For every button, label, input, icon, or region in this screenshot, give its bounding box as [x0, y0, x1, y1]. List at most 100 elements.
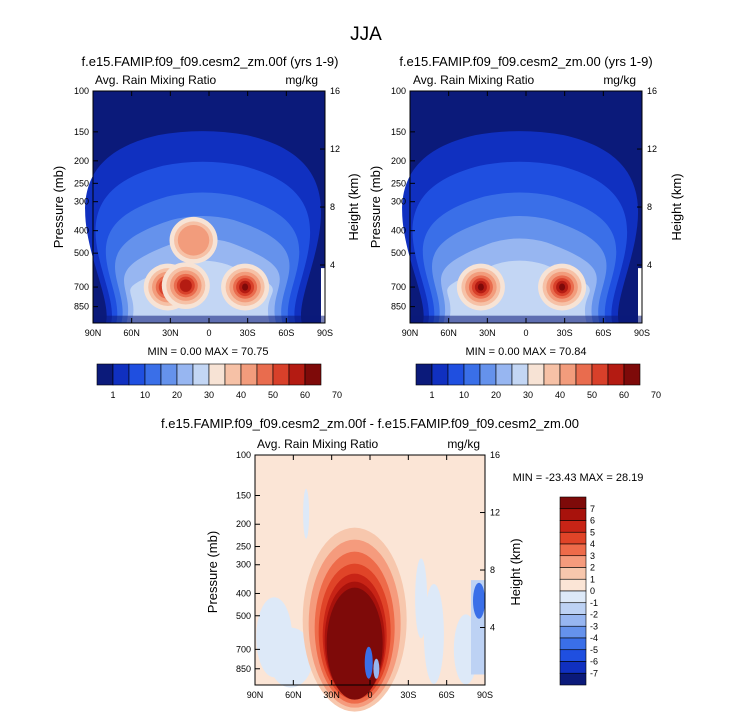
panel-3-plot: 90N 60N 30N 0 30S 60S 90S 100 150 200 250 300 400 500…: [236, 450, 500, 712]
panel-1-ylabel: Pressure (mb): [51, 166, 66, 248]
x-tick-label: 30N: [162, 328, 179, 338]
panel-2-colorbar: 1 10 20 30 40 50 60 70: [415, 363, 661, 400]
x-tick-label: 0: [367, 690, 372, 700]
x-tick-label: 60N: [285, 690, 302, 700]
x-tick-label: 30S: [557, 328, 573, 338]
colorbar-swatch: [288, 363, 306, 386]
colorbar-swatch: [272, 363, 290, 386]
colorbar-label: -7: [590, 668, 598, 678]
colorbar-label: 0: [590, 586, 595, 596]
colorbar-swatch: [240, 363, 258, 386]
y-tick-label: 200: [391, 156, 406, 166]
colorbar-swatch: [559, 649, 587, 662]
y-tick-label: 850: [391, 302, 406, 312]
y-tick-label: 150: [391, 127, 406, 137]
x-tick-label: 60N: [123, 328, 140, 338]
colorbar-swatch: [543, 363, 561, 386]
y-tick-label: 150: [74, 127, 89, 137]
colorbar-swatch: [112, 363, 130, 386]
x-tick-label: 30N: [323, 690, 340, 700]
y-right-tick-label: 4: [490, 623, 495, 633]
colorbar-label: 60: [619, 390, 629, 400]
colorbar-swatch: [176, 363, 194, 386]
y-tick-label: 700: [236, 644, 251, 654]
hotspot-contour: [559, 283, 566, 291]
panel-1-subtitle-left: Avg. Rain Mixing Ratio: [95, 73, 216, 87]
colorbar-label: 20: [491, 390, 501, 400]
y-tick-label: 300: [236, 560, 251, 570]
y-tick-label: 500: [391, 248, 406, 258]
colorbar-label: -1: [590, 598, 598, 608]
hotspot-contour: [242, 283, 249, 291]
panel-1-colorbar: 1 10 20 30 40 50 60 70: [96, 363, 342, 400]
colorbar-swatch: [479, 363, 497, 386]
y-right-tick-label: 8: [330, 202, 335, 212]
panel-3-subtitle-left: Avg. Rain Mixing Ratio: [257, 437, 378, 451]
colorbar-label: 30: [204, 390, 214, 400]
panel-3-ylabel-right: Height (km): [508, 538, 523, 605]
negative-contour: [303, 488, 310, 539]
colorbar-swatch: [224, 363, 242, 386]
colorbar-label: 40: [555, 390, 565, 400]
colorbar-swatch: [559, 661, 587, 674]
y-right-tick-label: 12: [330, 144, 340, 154]
panel-2-units: mg/kg: [603, 73, 636, 87]
colorbar-label: 1: [590, 574, 595, 584]
panel-3-minmax: MIN = -23.43 MAX = 28.19: [513, 472, 644, 484]
colorbar-swatch: [256, 363, 274, 386]
colorbar-label: -4: [590, 633, 598, 643]
x-tick-label: 30S: [400, 690, 416, 700]
colorbar-swatch: [559, 520, 587, 533]
colorbar-label: 10: [459, 390, 469, 400]
colorbar-label: 7: [590, 504, 595, 514]
colorbar-label: 6: [590, 516, 595, 526]
colorbar-label: -3: [590, 621, 598, 631]
colorbar-swatch: [495, 363, 513, 386]
y-right-tick-label: 12: [490, 508, 500, 518]
colorbar-swatch: [559, 625, 587, 639]
panel-1-units: mg/kg: [285, 73, 318, 87]
panel-1-title: f.e15.FAMIP.f09_f09.cesm2_zm.00f (yrs 1-…: [82, 54, 339, 69]
colorbar-swatch: [511, 363, 529, 386]
y-right-tick-label: 12: [647, 144, 657, 154]
y-right-tick-label: 8: [647, 202, 652, 212]
panel-2-title: f.e15.FAMIP.f09_f09.cesm2_zm.00 (yrs 1-9…: [399, 54, 652, 69]
x-tick-label: 0: [523, 328, 528, 338]
negative-contour: [415, 558, 428, 639]
colorbar-swatch: [559, 531, 587, 545]
y-tick-label: 700: [74, 282, 89, 292]
colorbar-swatch: [304, 363, 322, 386]
missing-data: [638, 268, 642, 323]
colorbar-swatch: [415, 363, 433, 386]
colorbar-label: 1: [110, 390, 115, 400]
y-tick-label: 400: [391, 226, 406, 236]
negative-contour: [423, 583, 444, 684]
colorbar-label: -6: [590, 657, 598, 667]
colorbar-swatch: [160, 363, 178, 386]
colorbar-label: 3: [590, 551, 595, 561]
colorbar-label: 10: [140, 390, 150, 400]
colorbar-label: 60: [300, 390, 310, 400]
missing-data: [321, 268, 325, 323]
x-tick-label: 0: [206, 328, 211, 338]
y-tick-label: 700: [391, 282, 406, 292]
colorbar-swatch: [623, 363, 641, 386]
y-right-tick-label: 16: [647, 86, 657, 96]
hotspot-contour: [177, 224, 210, 256]
y-tick-label: 250: [74, 178, 89, 188]
x-tick-label: 30S: [240, 328, 256, 338]
panel-2-ylabel-right: Height (km): [669, 173, 684, 240]
colorbar-swatch: [559, 590, 587, 604]
y-tick-label: 100: [391, 86, 406, 96]
panel-3: f.e15.FAMIP.f09_f09.cesm2_zm.00f - f.e15…: [161, 416, 643, 712]
colorbar-swatch: [559, 578, 587, 592]
panel-2-plot: 90N 60N 30N 0 30S 60S 90S 100 150 200 250 300 400 500…: [391, 86, 657, 338]
x-tick-label: 90N: [402, 328, 419, 338]
y-tick-label: 500: [74, 248, 89, 258]
negative-contour: [373, 658, 380, 679]
colorbar-swatch: [463, 363, 481, 386]
colorbar-label: 50: [587, 390, 597, 400]
panel-3-units: mg/kg: [447, 437, 480, 451]
colorbar-label: 2: [590, 563, 595, 573]
